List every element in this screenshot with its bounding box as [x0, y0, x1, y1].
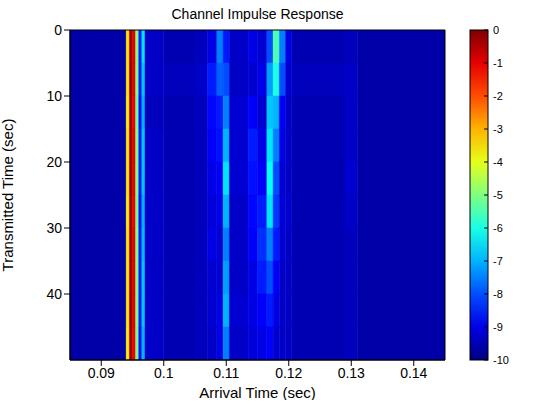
svg-text:10: 10: [46, 88, 62, 104]
svg-text:0.1: 0.1: [154, 365, 174, 381]
svg-text:0.12: 0.12: [275, 365, 302, 381]
svg-text:0.14: 0.14: [400, 365, 427, 381]
svg-text:-7: -7: [493, 255, 503, 267]
svg-text:-5: -5: [493, 189, 503, 201]
svg-text:-4: -4: [493, 156, 503, 168]
svg-text:-9: -9: [493, 321, 503, 333]
svg-text:0.11: 0.11: [213, 365, 239, 381]
svg-text:40: 40: [46, 286, 62, 302]
svg-text:Arrival Time (sec): Arrival Time (sec): [199, 384, 316, 400]
svg-text:-1: -1: [493, 57, 503, 69]
html-text:Channel Impulse Response: Channel Impulse Response: [171, 6, 344, 22]
svg-text:0: 0: [54, 22, 62, 38]
svg-text:0.09: 0.09: [88, 365, 115, 381]
svg-text:0.13: 0.13: [338, 365, 365, 381]
svg-text:30: 30: [46, 220, 62, 236]
svg-text:-2: -2: [493, 90, 503, 102]
svg-text:-8: -8: [493, 288, 503, 300]
svg-text:20: 20: [46, 154, 62, 170]
svg-text:-3: -3: [493, 123, 503, 135]
svg-text:Transmitted Time (sec): Transmitted Time (sec): [0, 119, 16, 272]
svg-text:-10: -10: [493, 354, 509, 366]
svg-text:0: 0: [493, 24, 499, 36]
svg-text:-6: -6: [493, 222, 503, 234]
